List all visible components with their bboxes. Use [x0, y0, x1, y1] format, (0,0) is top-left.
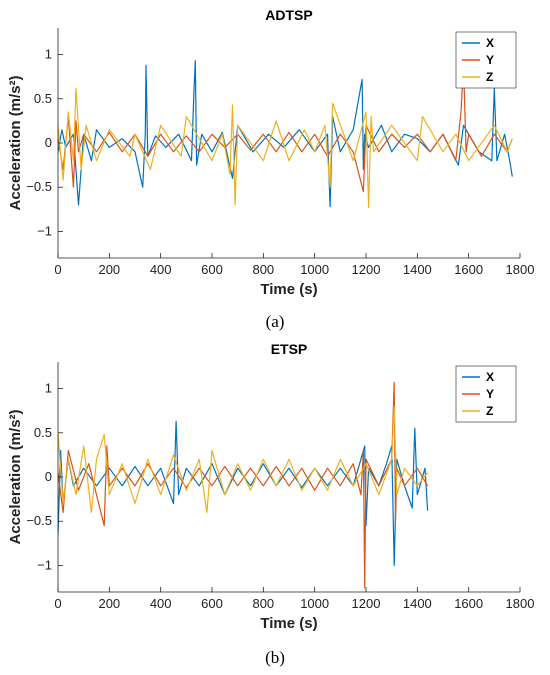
x-tick-label: 1200 — [352, 262, 381, 277]
x-tick-label: 400 — [150, 596, 172, 611]
x-tick-label: 1600 — [454, 262, 483, 277]
series-line-x — [58, 420, 429, 567]
y-tick-label: 1 — [45, 47, 52, 62]
y-axis-title: Acceleration (m/s²) — [7, 75, 24, 210]
y-tick-label: 0 — [45, 135, 52, 150]
x-tick-label: 400 — [150, 262, 172, 277]
panel-a: 0 200 400 600 800 1000 1200 1400 1600 1800 −1 −0.5 0… — [7, 7, 535, 331]
legend-label-z: Z — [486, 404, 493, 418]
chart-adtsp: 0 200 400 600 800 1000 1200 1400 1600 1800 −1 −0.5 0… — [7, 7, 535, 298]
plot-area — [58, 362, 520, 592]
series-line-z — [58, 87, 513, 209]
caption-a: (a) — [265, 312, 285, 331]
y-tick-label: −0.5 — [26, 179, 52, 194]
legend: XYZ — [455, 31, 517, 89]
y-tick-label: 1 — [45, 381, 52, 396]
x-tick-label: 1000 — [300, 262, 329, 277]
x-tick-label: 1600 — [454, 596, 483, 611]
x-tick-label: 800 — [252, 262, 274, 277]
x-tick-label: 200 — [98, 262, 120, 277]
x-tick-label: 1200 — [352, 596, 381, 611]
chart-title: ADTSP — [265, 7, 312, 23]
x-tick-label: 600 — [201, 262, 223, 277]
series-line-z — [58, 405, 429, 513]
x-axis-title: Time (s) — [260, 615, 317, 632]
x-tick-label: 0 — [54, 262, 61, 277]
legend-label-y: Y — [486, 53, 494, 67]
y-tick-label: 0.5 — [34, 425, 52, 440]
y-axis-title: Acceleration (m/s²) — [7, 409, 24, 544]
series-line-y — [58, 381, 429, 589]
y-tick-label: −0.5 — [26, 513, 52, 528]
series-line-y — [58, 64, 513, 193]
legend-label-y: Y — [486, 387, 494, 401]
x-tick-label: 1400 — [403, 262, 432, 277]
legend-label-x: X — [486, 370, 494, 384]
x-tick-label: 600 — [201, 596, 223, 611]
chart-title: ETSP — [271, 341, 308, 357]
chart-etsp: 0 200 400 600 800 1000 1200 1400 1600 1800 −1 −0.5 0… — [7, 341, 535, 632]
x-tick-label: 800 — [252, 596, 274, 611]
panel-b: 0 200 400 600 800 1000 1200 1400 1600 1800 −1 −0.5 0… — [0, 340, 550, 675]
y-tick-label: −1 — [37, 557, 52, 572]
x-tick-label: 0 — [54, 596, 61, 611]
x-tick-label: 1000 — [300, 596, 329, 611]
y-tick-label: 0.5 — [34, 91, 52, 106]
legend-label-x: X — [486, 36, 494, 50]
x-tick-label: 1400 — [403, 596, 432, 611]
y-tick-label: −1 — [37, 223, 52, 238]
legend: XYZ — [455, 365, 517, 423]
x-tick-label: 200 — [98, 596, 120, 611]
caption-b: (b) — [265, 648, 285, 667]
legend-label-z: Z — [486, 70, 493, 84]
y-tick-label: 0 — [45, 469, 52, 484]
x-tick-label: 1800 — [506, 596, 535, 611]
x-tick-label: 1800 — [506, 262, 535, 277]
plot-area — [58, 28, 520, 258]
x-axis-title: Time (s) — [260, 281, 317, 298]
